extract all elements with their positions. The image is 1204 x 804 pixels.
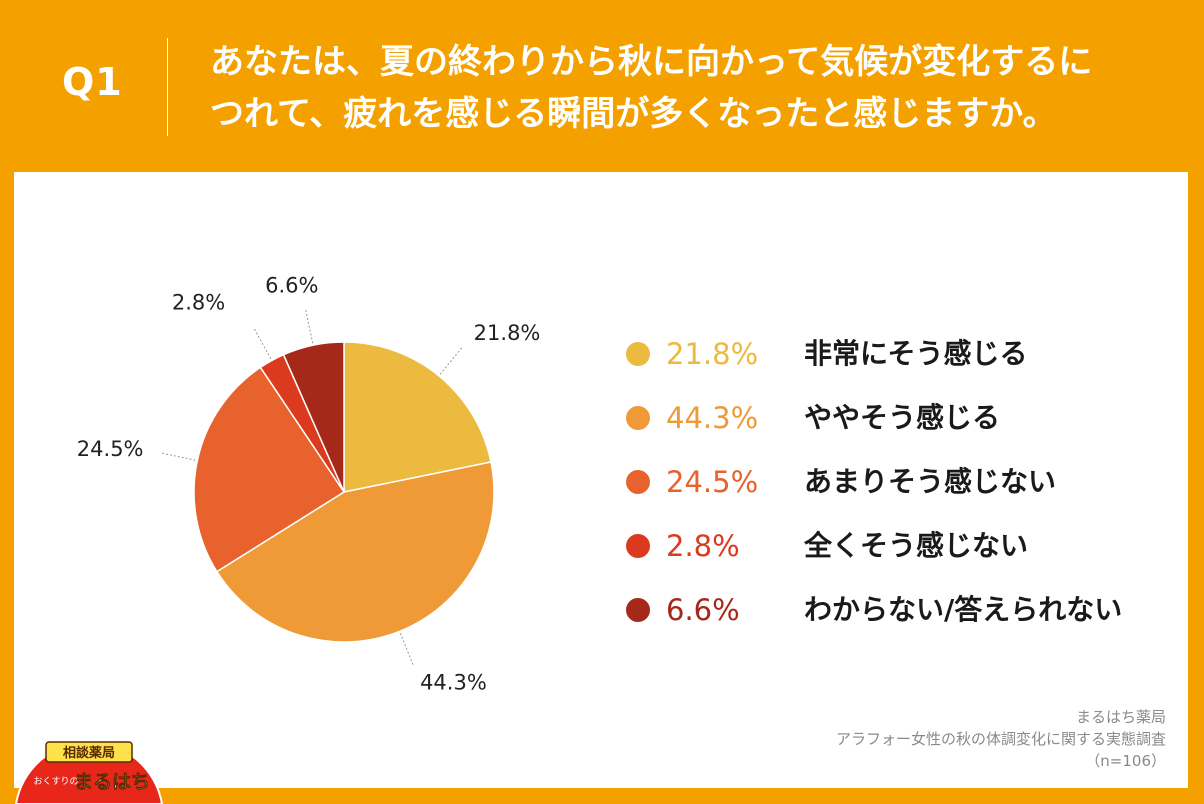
chart-legend: 21.8% 非常にそう感じる 44.3% ややそう感じる 24.5% あまりそう… [626,330,1166,650]
legend-dot [626,470,650,494]
legend-value: 24.5% [666,465,759,499]
pie-chart: 21.8% 44.3% 24.5% 2.8% 6.6% [77,273,541,694]
leader-line [439,346,463,375]
legend-dot [626,406,650,430]
data-label: 24.5% [77,437,144,461]
pie-slice [215,461,495,643]
source-note: まるはち薬局 アラフォー女性の秋の体調変化に関する実態調査 （n=106） [836,706,1166,772]
legend-value: 44.3% [666,401,759,435]
leader-line [305,308,314,344]
pie-slice [193,366,346,573]
legend-label: 非常にそう感じる [804,337,1028,370]
leader-line [399,632,414,666]
legend-item: 44.3% ややそう感じる [626,394,1166,458]
source-survey: アラフォー女性の秋の体調変化に関する実態調査 [835,730,1166,748]
data-label: 2.8% [172,290,225,314]
data-label: 6.6% [265,273,318,297]
marupachi-logo: 相談薬局 おくすりの まるはち [14,741,164,804]
logo-top-text: 相談薬局 [63,745,115,761]
data-label: 21.8% [474,321,541,345]
source-org: まるはち薬局 [1075,708,1166,726]
leader-line [161,452,196,461]
legend-value: 21.8% [666,337,759,371]
legend-dot [626,598,650,622]
question-line-2: つれて、疲れを感じる瞬間が多くなったと感じますか。 [210,94,1057,134]
legend-dot [626,534,650,558]
data-label: 44.3% [420,670,487,694]
header-divider [167,38,168,136]
question-text: あなたは、夏の終わりから秋に向かって気候が変化するに つれて、疲れを感じる瞬間が… [210,36,1170,140]
legend-label: 全くそう感じない [804,529,1029,562]
logo-small-text: おくすりの [33,776,78,787]
legend-value: 6.6% [666,593,740,627]
legend-value: 2.8% [666,529,740,563]
pie-slice [282,341,345,493]
legend-item: 24.5% あまりそう感じない [626,458,1166,522]
legend-item: 6.6% わからない/答えられない [626,586,1166,650]
question-number: Q1 [62,60,123,104]
pie-slice [343,341,492,493]
legend-item: 21.8% 非常にそう感じる [626,330,1166,394]
question-line-1: あなたは、夏の終わりから秋に向かって気候が変化するに [210,42,1093,82]
source-sample-size: （n=106） [1085,752,1166,770]
leader-line [253,327,272,360]
question-header: Q1 あなたは、夏の終わりから秋に向かって気候が変化するに つれて、疲れを感じる… [0,0,1204,172]
logo-brand-text: まるはち [74,771,150,793]
legend-label: あまりそう感じない [804,465,1057,498]
legend-dot [626,342,650,366]
chart-panel: 21.8% 44.3% 24.5% 2.8% 6.6% 21.8% 非常にそう感じる 4… [14,172,1188,788]
legend-label: わからない/答えられない [804,593,1123,626]
legend-item: 2.8% 全くそう感じない [626,522,1166,586]
legend-label: ややそう感じる [804,401,1001,434]
